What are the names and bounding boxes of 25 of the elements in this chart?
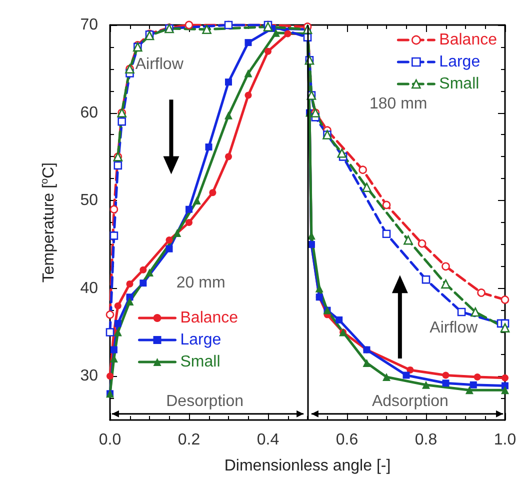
legend-label: Large bbox=[439, 54, 480, 70]
legend-label: Balance bbox=[180, 310, 238, 326]
annotation: 180 mm bbox=[369, 96, 428, 112]
annotation: 20 mm bbox=[176, 274, 226, 292]
annotation: Desorption bbox=[166, 393, 244, 410]
annotation: Airflow bbox=[430, 319, 478, 336]
legend-label: Small bbox=[180, 354, 220, 370]
legend-label: Large bbox=[180, 332, 222, 348]
legend-label: Small bbox=[439, 76, 480, 92]
y-tick-label: 70 bbox=[80, 16, 98, 34]
y-tick-label: 30 bbox=[80, 368, 98, 385]
annotation: Adsorption bbox=[372, 393, 448, 410]
x-axis-title: Dimensionless angle [-] bbox=[224, 458, 391, 474]
y-tick-label: 60 bbox=[80, 104, 98, 122]
x-tick-label: 0.0 bbox=[98, 432, 122, 448]
legend-label: Balance bbox=[439, 32, 498, 48]
x-tick-label: 1.0 bbox=[494, 432, 516, 448]
x-tick-label: 0.6 bbox=[336, 432, 358, 448]
x-tick-label: 0.8 bbox=[414, 432, 438, 448]
y-tick-label: 50 bbox=[80, 192, 98, 210]
x-tick-label: 0.2 bbox=[178, 432, 200, 448]
annotation: Airflow bbox=[135, 56, 184, 73]
x-tick-label: 0.4 bbox=[256, 432, 280, 448]
y-tick-label: 40 bbox=[80, 280, 98, 297]
y-axis-title: Temperature [oC] bbox=[40, 162, 58, 283]
